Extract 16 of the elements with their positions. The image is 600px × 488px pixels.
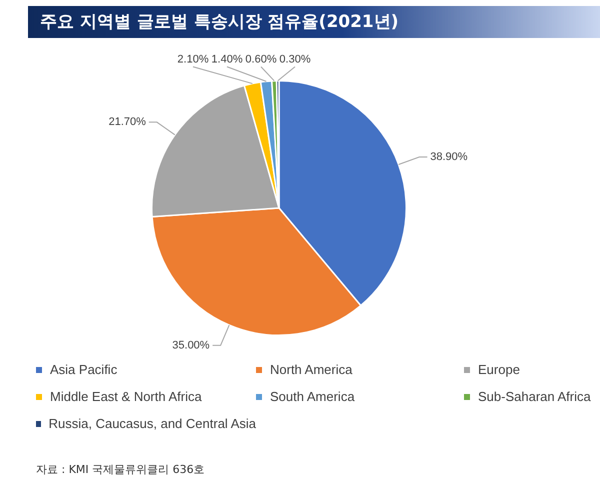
- legend-label: Sub-Saharan Africa: [478, 389, 591, 404]
- chart-title: 주요 지역별 글로벌 특송시장 점유율(2021년): [28, 6, 600, 38]
- legend-label: North America: [270, 362, 352, 377]
- legend-label: Asia Pacific: [50, 362, 118, 377]
- data-label: 38.90%: [430, 151, 468, 164]
- legend-label: Russia, Caucasus, and Central Asia: [48, 416, 256, 431]
- legend-label: Europe: [478, 362, 520, 377]
- legend-label: Middle East & North Africa: [50, 389, 202, 404]
- data-label: 21.70%: [108, 116, 146, 128]
- data-label: 1.40%: [211, 53, 243, 66]
- legend-label: South America: [270, 389, 355, 404]
- data-label: 35.00%: [172, 339, 210, 352]
- data-label: 0.60%: [245, 53, 277, 66]
- data-label: 2.10%: [177, 53, 209, 66]
- text: 자료 : KMI 국제물류위클리 636호: [36, 462, 205, 477]
- data-label: 0.30%: [279, 53, 311, 66]
